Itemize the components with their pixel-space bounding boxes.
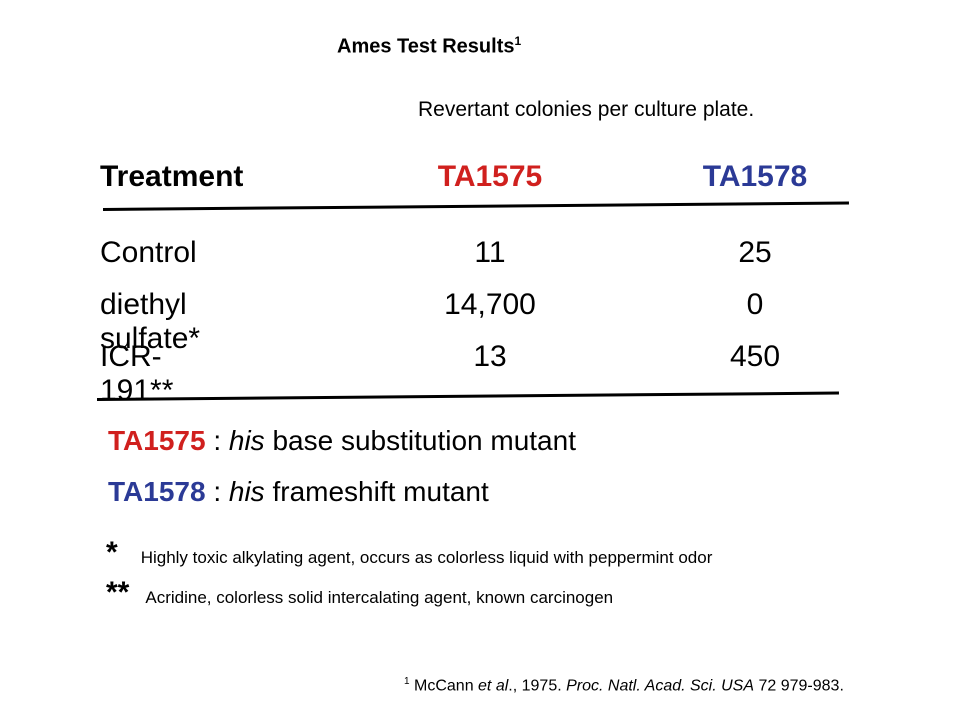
table-caption: Revertant colonies per culture plate. [418, 98, 755, 121]
reference-journal: Proc. Natl. Acad. Sci. USA [566, 677, 755, 695]
reference-etal: et al [478, 677, 509, 695]
definition-ta1578: TA1578 : his frameshift mutant [108, 476, 489, 508]
slide-title: Ames Test Results1 [337, 34, 521, 59]
definition-text: frameshift mutant [264, 476, 489, 507]
cell-ta1575: 11 [474, 236, 506, 269]
definition-strain: TA1575 [108, 425, 206, 456]
footnote-mark: * [106, 536, 118, 569]
table-rule-bottom [96, 391, 839, 401]
title-text: Ames Test Results [337, 35, 515, 58]
title-footnote-mark: 1 [514, 34, 522, 48]
footnote-text: Acridine, colorless solid intercalating … [145, 588, 614, 607]
definition-strain: TA1578 [108, 476, 206, 507]
cell-treatment: ICR-191** [100, 340, 174, 407]
cell-ta1575: 14,700 [444, 288, 536, 321]
header-ta1575: TA1575 [437, 160, 543, 193]
reference-mark: 1 [404, 676, 410, 687]
cell-treatment: Control [100, 236, 197, 269]
footnote-double-star: ** Acridine, colorless solid intercalatin… [106, 576, 613, 610]
footnote-mark: ** [106, 576, 130, 609]
reference-year: ., 1975. [508, 677, 567, 695]
cell-treatment: diethyl sulfate* [100, 288, 201, 355]
definition-text: base substitution mutant [264, 425, 576, 456]
cell-ta1575: 13 [473, 340, 507, 373]
header-treatment: Treatment [100, 160, 244, 193]
definition-separator: : [205, 476, 229, 507]
definition-ta1575: TA1575 : his base substitution mutant [108, 425, 576, 457]
definition-separator: : [205, 425, 229, 456]
definition-gene: his [228, 425, 265, 456]
reference-volume-pages: 72 979-983. [754, 677, 844, 695]
table-rule-top [102, 201, 849, 211]
reference-citation: 1 McCann et al., 1975. Proc. Natl. Acad.… [404, 676, 844, 695]
cell-ta1578: 25 [738, 236, 772, 269]
footnote-text: Highly toxic alkylating agent, occurs as… [140, 548, 713, 567]
cell-ta1578: 0 [746, 288, 764, 321]
footnote-single-star: * Highly toxic alkylating agent, occurs a… [106, 536, 712, 570]
cell-ta1578: 450 [729, 340, 781, 373]
header-ta1578: TA1578 [702, 160, 808, 193]
definition-gene: his [228, 476, 265, 507]
reference-authors: McCann [409, 677, 479, 695]
